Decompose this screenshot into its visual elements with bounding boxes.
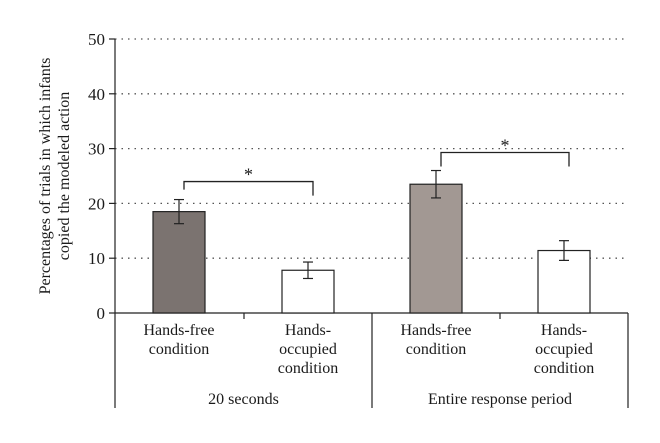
y-axis-label-line-1: copied the modeled action	[56, 92, 73, 260]
y-axis-label-line-0: Percentages of trials in which infants	[37, 58, 54, 295]
y-tick-label-20: 20	[88, 194, 105, 213]
labels: 0 10 20 30 40 50 Percentages of trials in whic…	[37, 30, 594, 408]
y-tick-label-0: 0	[97, 304, 106, 323]
category-label-line: Hands-	[541, 322, 587, 339]
category-label-line: Hands-	[285, 322, 331, 339]
bar-1-0	[409, 183, 463, 314]
category-label-0-0: Hands-free condition	[143, 322, 214, 358]
category-label-0-1: Hands-occupied condition	[278, 322, 338, 377]
category-label-line: Hands-free	[400, 322, 471, 339]
category-label-1-1: Hands-occupied condition	[534, 322, 594, 377]
category-label-line: condition	[534, 360, 594, 377]
y-tick-label-40: 40	[88, 85, 105, 104]
bar-0-0	[152, 211, 206, 314]
category-label-line: occupied	[279, 341, 337, 358]
category-label-1-0: Hands-free condition	[400, 322, 471, 358]
significance-star-1: *	[501, 136, 510, 156]
bars	[152, 151, 591, 314]
category-label-line: condition	[149, 341, 209, 358]
y-tick-label-30: 30	[88, 140, 105, 159]
y-axis-label: Percentages of trials in which infants co…	[37, 58, 73, 295]
group-label-0: 20 seconds	[208, 391, 279, 408]
category-label-line: condition	[406, 341, 466, 358]
significance-star-0: *	[244, 165, 253, 185]
group-label-1: Entire response period	[428, 391, 572, 408]
significance-bracket-0	[183, 180, 314, 196]
significance-bracket-1	[440, 151, 570, 167]
y-tick-label-50: 50	[88, 30, 105, 49]
category-label-line: condition	[278, 360, 338, 377]
category-label-line: Hands-free	[143, 322, 214, 339]
category-label-line: occupied	[535, 341, 593, 358]
y-tick-label-10: 10	[88, 249, 105, 268]
